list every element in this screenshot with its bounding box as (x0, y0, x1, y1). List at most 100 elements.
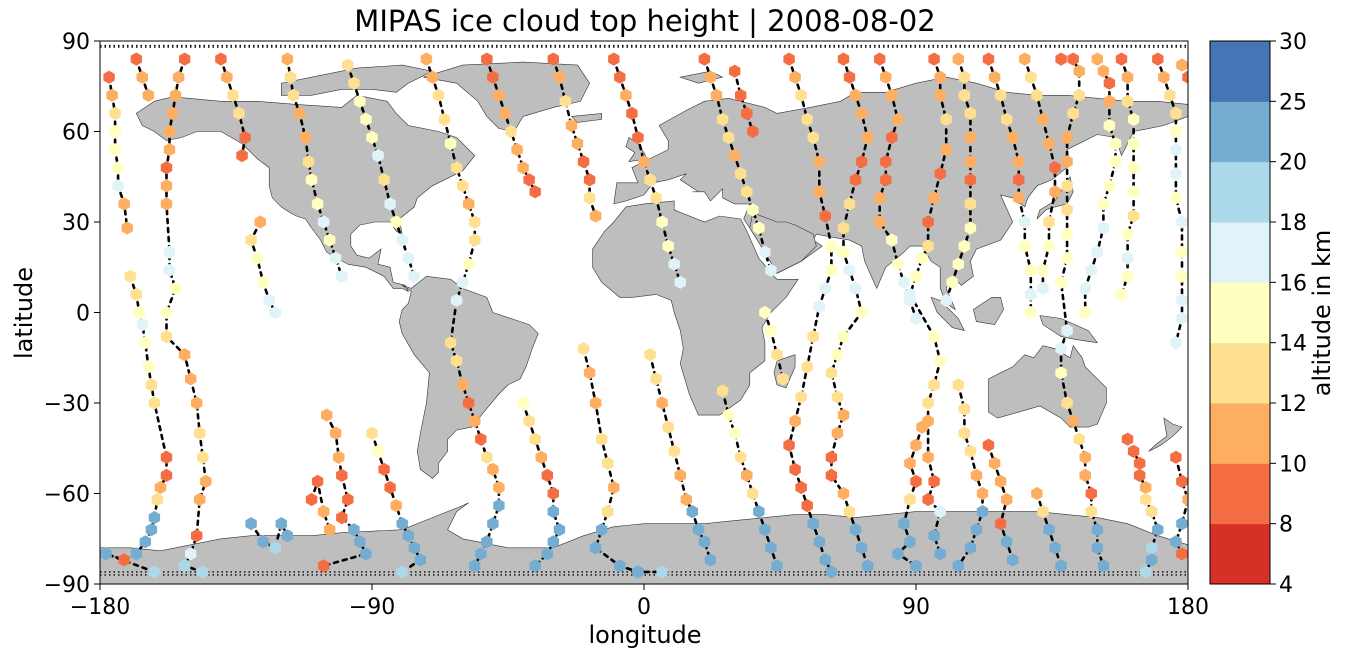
colorbar-bin-3 (1210, 342, 1270, 404)
cloud-point-453 (1140, 492, 1152, 507)
colorbar-bin-6 (1210, 161, 1270, 223)
cloud-point-287 (837, 486, 850, 501)
cloud-point-178 (583, 366, 596, 380)
cloud-point-184 (596, 523, 608, 537)
colorbar-tick-label-3: 12 (1279, 392, 1307, 417)
cloud-point-263 (813, 535, 825, 549)
cloud-point-112 (372, 444, 384, 458)
colorbar: 4 8 10 12 14 16 18 20 25 30 (1209, 30, 1307, 598)
cloud-point-30 (148, 565, 161, 579)
cloud-point-277 (849, 281, 862, 295)
cloud-point-47 (191, 396, 203, 410)
colorbar-label: altitude in km (1308, 230, 1336, 397)
cloud-point-243 (789, 70, 801, 84)
cloud-point-368 (1013, 191, 1025, 205)
cloud-point-430 (1097, 197, 1110, 211)
cloud-point-181 (602, 456, 614, 470)
cloud-point-288 (843, 505, 856, 519)
cloud-point-34 (166, 106, 179, 120)
cloud-point-332 (922, 450, 934, 464)
cloud-point-103 (366, 130, 378, 145)
cloud-point-122 (426, 70, 439, 84)
cloud-point-356 (976, 486, 989, 501)
cloud-point-82 (324, 233, 336, 247)
x-axis-label: longitude (588, 621, 701, 649)
cloud-point-110 (408, 269, 420, 283)
cloud-point-29 (100, 547, 112, 561)
cloud-point-353 (958, 426, 971, 440)
cloud-point-233 (771, 559, 783, 573)
cloud-point-392 (1031, 486, 1043, 501)
cloud-point-68 (245, 517, 257, 531)
cloud-point-176 (589, 209, 602, 223)
orbit-track-22 (763, 311, 785, 381)
cloud-point-146 (475, 547, 487, 561)
cloud-point-25 (145, 523, 158, 537)
cloud-point-411 (1055, 366, 1067, 380)
cloud-point-46 (185, 372, 197, 386)
y-tick-label-1: −60 (44, 483, 90, 508)
cloud-point-383 (1031, 88, 1043, 102)
land-north-america (135, 94, 476, 293)
cloud-point-48 (194, 426, 206, 440)
cloud-point-97 (317, 505, 330, 519)
cloud-point-54 (178, 559, 191, 573)
cloud-point-346 (964, 221, 977, 235)
cloud-point-359 (964, 541, 977, 555)
cloud-point-186 (614, 559, 626, 573)
cloud-point-6 (112, 179, 124, 193)
cloud-point-431 (1097, 221, 1110, 235)
cloud-point-338 (952, 52, 964, 66)
cloud-point-419 (1091, 523, 1103, 537)
y-tick-label-0: −90 (44, 573, 90, 598)
cloud-point-274 (837, 221, 850, 235)
cloud-point-195 (644, 173, 656, 187)
cloud-point-478 (1176, 547, 1188, 561)
cloud-point-295 (892, 112, 904, 126)
cloud-point-129 (469, 215, 481, 229)
cloud-point-201 (644, 348, 656, 362)
cloud-point-11 (142, 88, 155, 102)
cloud-point-249 (819, 209, 831, 223)
cloud-point-104 (372, 149, 384, 163)
cloud-point-213 (704, 70, 717, 84)
cloud-point-312 (904, 535, 916, 549)
cloud-point-143 (493, 499, 505, 513)
cloud-point-136 (457, 378, 469, 392)
cloud-point-437 (1121, 70, 1134, 84)
cloud-point-367 (1013, 173, 1025, 187)
cloud-point-91 (348, 523, 360, 537)
cloud-point-164 (553, 523, 566, 537)
cloud-point-31 (178, 52, 191, 66)
cloud-point-100 (348, 76, 360, 90)
cloud-point-444 (1121, 227, 1134, 241)
cloud-point-357 (976, 505, 989, 519)
cloud-point-286 (825, 468, 838, 482)
colorbar-tick-label-6: 18 (1279, 211, 1307, 236)
cloud-point-12 (124, 269, 136, 283)
cloud-point-55 (197, 565, 209, 579)
cloud-point-297 (880, 155, 892, 169)
land-greenland (423, 61, 590, 132)
cloud-point-325 (910, 269, 922, 283)
cloud-point-40 (163, 245, 176, 259)
x-tick-label-1: −90 (349, 595, 395, 620)
cloud-point-452 (1140, 480, 1152, 495)
cloud-point-209 (692, 523, 705, 537)
cloud-point-188 (656, 565, 668, 579)
cloud-point-328 (934, 354, 946, 368)
cloud-point-160 (535, 450, 547, 464)
cloud-point-99 (342, 58, 354, 72)
cloud-point-126 (450, 161, 463, 175)
cloud-point-222 (759, 245, 771, 259)
orbit-track-29 (956, 383, 984, 568)
cloud-point-465 (1170, 167, 1182, 181)
cloud-point-309 (910, 474, 922, 488)
cloud-point-403 (1061, 155, 1073, 169)
cloud-point-467 (1176, 215, 1188, 229)
cloud-point-15 (136, 318, 148, 332)
cloud-point-418 (1085, 505, 1097, 519)
cloud-point-44 (160, 330, 173, 344)
cloud-point-60 (239, 130, 251, 145)
cloud-point-199 (668, 257, 680, 271)
